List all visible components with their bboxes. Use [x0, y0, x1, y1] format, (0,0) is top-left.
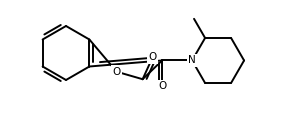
Text: N: N: [188, 55, 196, 66]
Text: O: O: [148, 52, 157, 62]
Text: O: O: [158, 81, 166, 91]
Text: O: O: [113, 67, 121, 77]
